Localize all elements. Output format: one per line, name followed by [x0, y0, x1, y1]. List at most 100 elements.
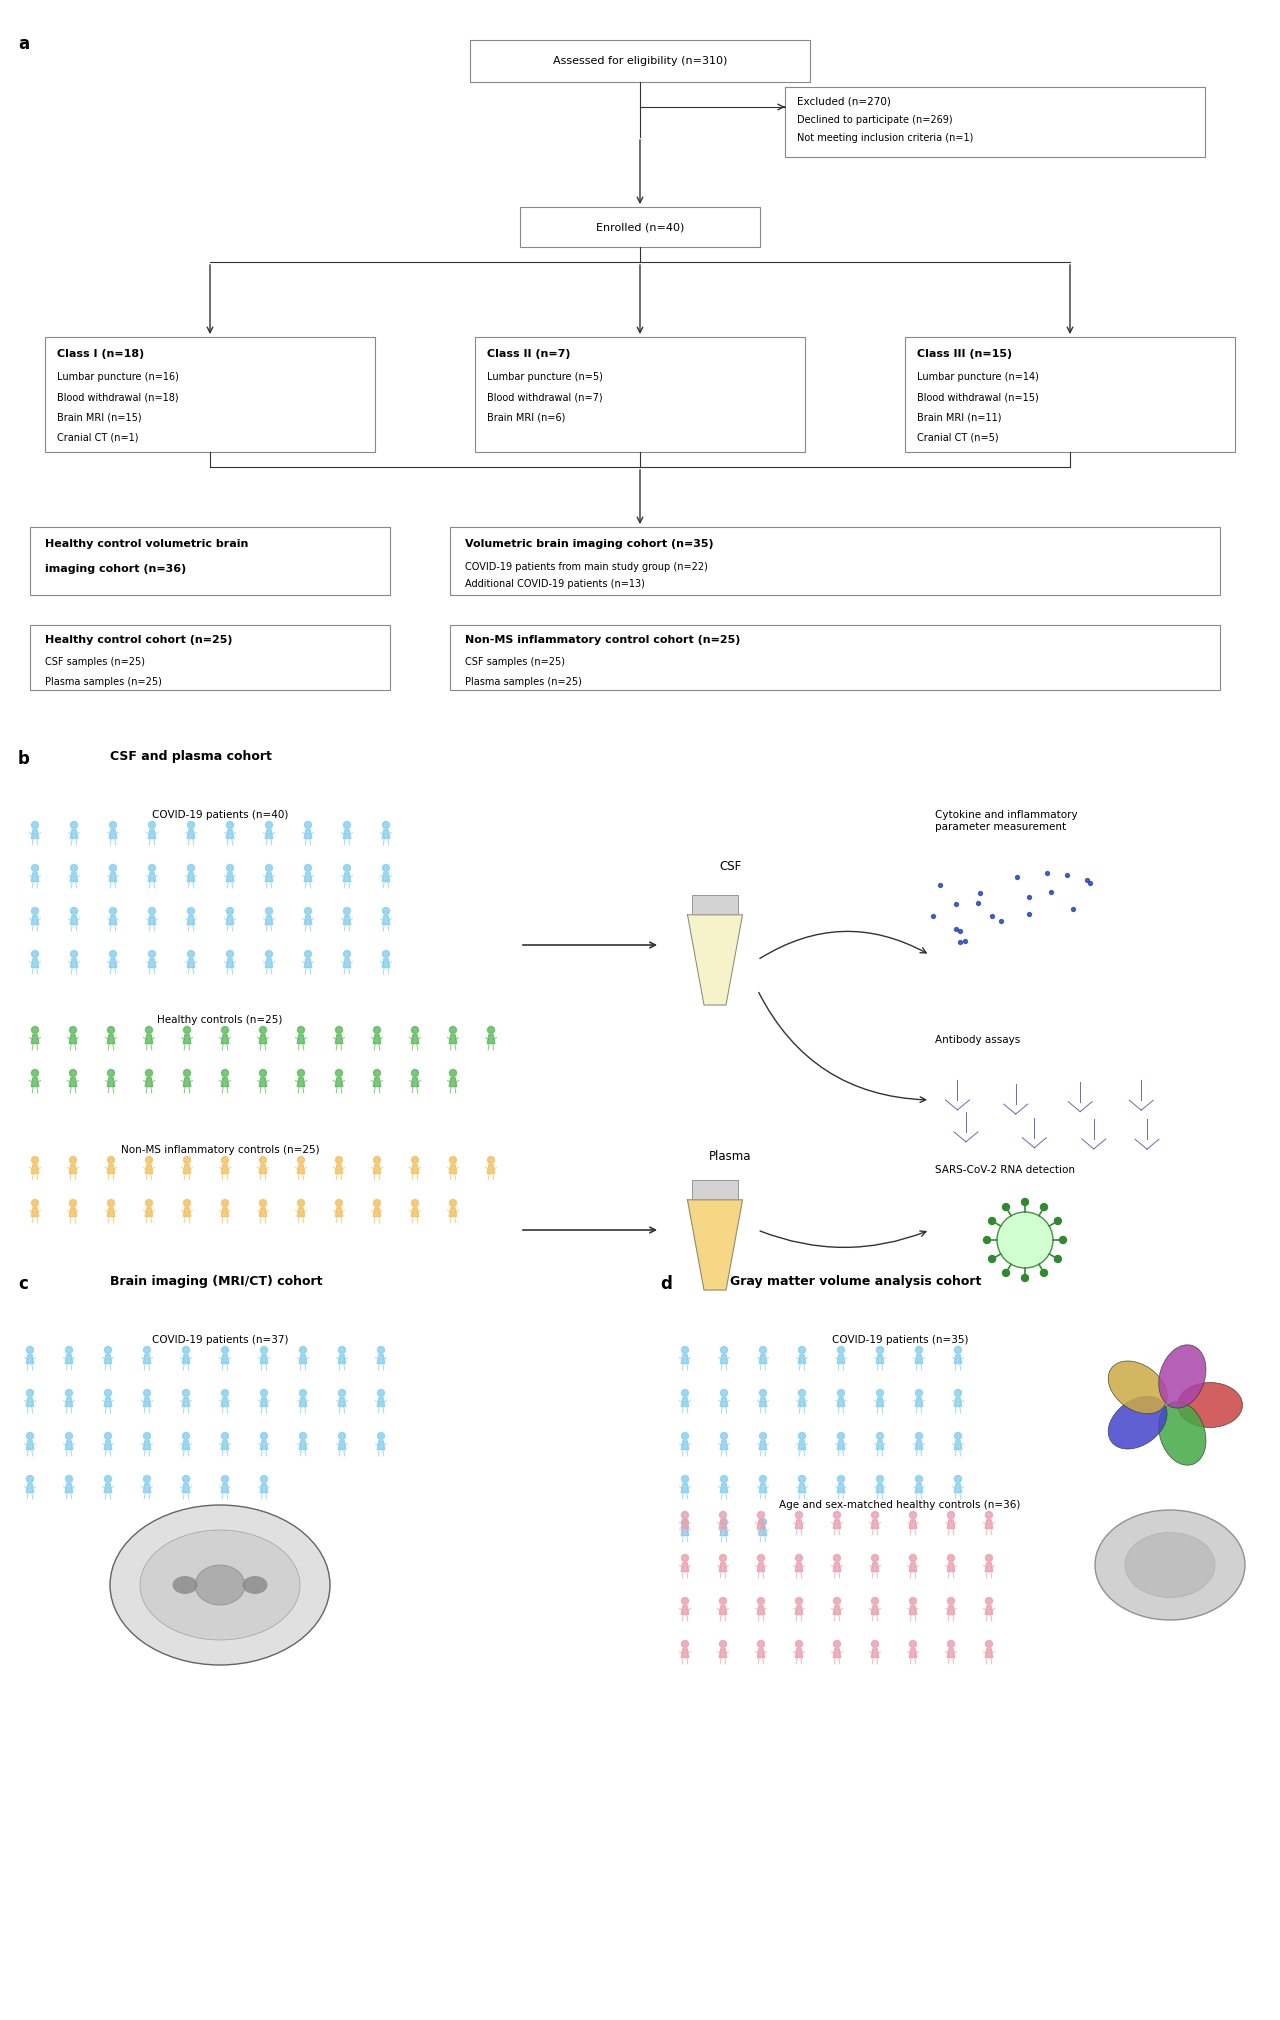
Circle shape: [378, 1390, 384, 1396]
Circle shape: [187, 951, 195, 957]
Circle shape: [955, 1390, 961, 1396]
Circle shape: [721, 1347, 727, 1353]
Polygon shape: [265, 873, 273, 881]
Point: [1019, 899, 1039, 931]
Point: [1076, 865, 1097, 897]
Circle shape: [143, 1390, 151, 1396]
Circle shape: [146, 1026, 152, 1034]
Polygon shape: [26, 1485, 33, 1493]
Text: SARS-CoV-2 RNA detection: SARS-CoV-2 RNA detection: [934, 1166, 1075, 1176]
Circle shape: [183, 1347, 189, 1353]
Polygon shape: [26, 1398, 33, 1406]
Polygon shape: [70, 830, 78, 838]
Circle shape: [227, 951, 233, 957]
Circle shape: [1055, 1218, 1061, 1224]
Polygon shape: [70, 915, 78, 925]
Polygon shape: [108, 1208, 115, 1216]
Polygon shape: [383, 915, 390, 925]
Polygon shape: [31, 960, 38, 968]
Circle shape: [27, 1347, 33, 1353]
Circle shape: [986, 1555, 992, 1561]
Text: Brain imaging (MRI/CT) cohort: Brain imaging (MRI/CT) cohort: [110, 1275, 323, 1289]
Polygon shape: [187, 830, 195, 838]
Text: Age and sex-matched healthy controls (n=36): Age and sex-matched healthy controls (n=…: [780, 1501, 1020, 1511]
Polygon shape: [719, 1519, 727, 1529]
Text: Class II (n=7): Class II (n=7): [486, 349, 571, 360]
Circle shape: [833, 1640, 841, 1648]
Polygon shape: [104, 1485, 111, 1493]
Polygon shape: [145, 1208, 152, 1216]
Circle shape: [300, 1347, 306, 1353]
Polygon shape: [335, 1079, 343, 1087]
Circle shape: [70, 865, 78, 871]
Circle shape: [795, 1555, 803, 1561]
Circle shape: [221, 1347, 229, 1353]
Circle shape: [143, 1432, 151, 1440]
Polygon shape: [877, 1440, 883, 1450]
Circle shape: [411, 1157, 419, 1164]
Polygon shape: [143, 1440, 151, 1450]
Bar: [451, 527, 1220, 596]
Circle shape: [681, 1475, 689, 1483]
Circle shape: [297, 1069, 305, 1077]
Circle shape: [305, 865, 311, 871]
Polygon shape: [721, 1527, 728, 1535]
Circle shape: [721, 1390, 727, 1396]
Polygon shape: [343, 873, 351, 881]
Polygon shape: [449, 1166, 457, 1174]
Polygon shape: [719, 1563, 727, 1572]
Polygon shape: [759, 1527, 767, 1535]
Circle shape: [986, 1598, 992, 1604]
Ellipse shape: [1108, 1361, 1167, 1414]
Polygon shape: [335, 1208, 343, 1216]
Text: Cranial CT (n=5): Cranial CT (n=5): [916, 432, 998, 442]
Circle shape: [105, 1390, 111, 1396]
Polygon shape: [143, 1398, 151, 1406]
Polygon shape: [335, 1166, 343, 1174]
Text: Assessed for eligibility (n=310): Assessed for eligibility (n=310): [553, 57, 727, 67]
Circle shape: [411, 1069, 419, 1077]
Ellipse shape: [1094, 1511, 1245, 1620]
Circle shape: [227, 907, 233, 915]
Circle shape: [910, 1640, 916, 1648]
Polygon shape: [681, 1440, 689, 1450]
Polygon shape: [947, 1648, 955, 1658]
Polygon shape: [411, 1034, 419, 1044]
Circle shape: [146, 1157, 152, 1164]
Circle shape: [343, 951, 351, 957]
Circle shape: [108, 1157, 114, 1164]
Circle shape: [148, 951, 155, 957]
Circle shape: [183, 1390, 189, 1396]
Circle shape: [986, 1511, 992, 1519]
Polygon shape: [759, 1398, 767, 1406]
Polygon shape: [877, 1355, 883, 1364]
Point: [1057, 858, 1078, 891]
Circle shape: [110, 865, 116, 871]
Circle shape: [69, 1200, 77, 1206]
Bar: [470, 40, 810, 83]
Circle shape: [108, 1026, 114, 1034]
Text: Healthy control volumetric brain: Healthy control volumetric brain: [45, 539, 248, 549]
Circle shape: [143, 1475, 151, 1483]
Circle shape: [305, 822, 311, 828]
Polygon shape: [108, 1034, 115, 1044]
Text: COVID-19 patients (n=40): COVID-19 patients (n=40): [152, 810, 288, 820]
Circle shape: [915, 1432, 923, 1440]
Text: Healthy control cohort (n=25): Healthy control cohort (n=25): [45, 634, 233, 644]
Circle shape: [221, 1432, 229, 1440]
Circle shape: [343, 822, 351, 828]
Circle shape: [955, 1432, 961, 1440]
Circle shape: [681, 1347, 689, 1353]
Circle shape: [681, 1432, 689, 1440]
Circle shape: [988, 1218, 996, 1224]
Circle shape: [183, 1069, 191, 1077]
Circle shape: [383, 865, 389, 871]
Polygon shape: [947, 1606, 955, 1614]
Circle shape: [261, 1432, 268, 1440]
Point: [1006, 861, 1027, 893]
Polygon shape: [833, 1519, 841, 1529]
Polygon shape: [759, 1485, 767, 1493]
Polygon shape: [70, 873, 78, 881]
Circle shape: [1041, 1204, 1047, 1210]
Circle shape: [108, 1069, 114, 1077]
